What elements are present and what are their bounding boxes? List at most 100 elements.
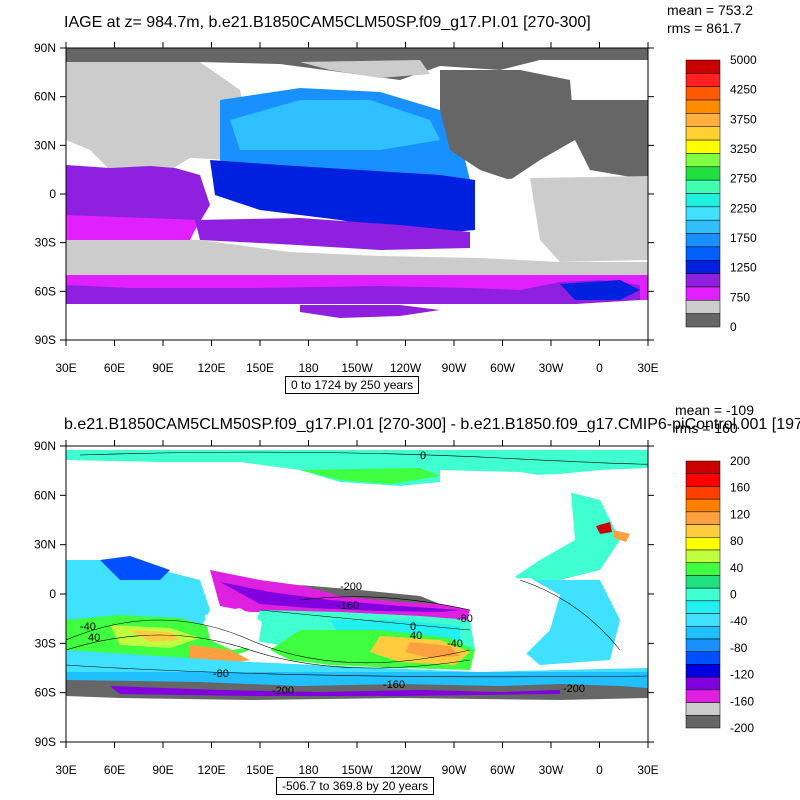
colorbar-swatch bbox=[685, 313, 721, 328]
colorbar-label: 2250 bbox=[730, 201, 757, 215]
colorbar-swatch bbox=[685, 233, 721, 248]
colorbar-swatch bbox=[685, 600, 721, 614]
colorbar-swatch bbox=[685, 702, 721, 716]
colorbar-swatch bbox=[685, 626, 721, 640]
contour-label: -200 bbox=[563, 683, 585, 695]
x-tick-label: 60W bbox=[490, 361, 515, 375]
colorbar-label: -200 bbox=[730, 721, 754, 735]
colorbar-label: 2750 bbox=[730, 172, 757, 186]
x-tick-label: 180 bbox=[298, 361, 318, 375]
x-tick-label: 30W bbox=[539, 361, 564, 375]
y-tick-label: 30N bbox=[34, 538, 56, 552]
colorbar-swatch bbox=[685, 206, 721, 221]
x-tick-label: 180 bbox=[298, 763, 318, 777]
y-tick-label: 90N bbox=[34, 41, 56, 55]
colorbar-swatch bbox=[685, 473, 721, 487]
bottom-arctic bbox=[66, 450, 648, 486]
colorbar-label: 0 bbox=[730, 320, 737, 334]
x-tick-label: 60E bbox=[104, 763, 125, 777]
x-tick-label: 90W bbox=[442, 763, 467, 777]
bottom-colorbar: 200 160 120 80 40 0 -40 -80 -120 -160 -200 bbox=[685, 454, 754, 735]
colorbar-swatch bbox=[685, 273, 721, 288]
colorbar-swatch bbox=[685, 486, 721, 500]
x-tick-label: 90E bbox=[152, 763, 173, 777]
x-tick-label: 60W bbox=[490, 763, 515, 777]
bottom-north-pacific bbox=[205, 560, 470, 600]
colorbar-swatch bbox=[685, 664, 721, 678]
colorbar-swatch bbox=[685, 676, 721, 691]
contour-label: 40 bbox=[88, 632, 100, 644]
bottom-mean-text: mean = -109 bbox=[675, 402, 754, 418]
contour-label: 40 bbox=[410, 630, 422, 642]
colorbar-swatch bbox=[685, 638, 721, 652]
contour-label: -160 bbox=[383, 679, 405, 691]
colorbar-label: 160 bbox=[730, 481, 750, 495]
colorbar-swatch bbox=[685, 73, 721, 87]
top-map-title: IAGE at z= 984.7m, b.e21.B1850CAM5CLM50S… bbox=[64, 14, 591, 31]
colorbar-label: -120 bbox=[730, 668, 754, 682]
colorbar-swatch bbox=[685, 113, 721, 128]
x-tick-label: 30E bbox=[55, 763, 76, 777]
x-tick-label: 90E bbox=[152, 361, 173, 375]
top-range-label: 0 to 1724 by 250 years bbox=[285, 376, 420, 394]
x-tick-label: 120E bbox=[197, 361, 225, 375]
x-tick-label: 120E bbox=[197, 763, 225, 777]
colorbar-swatch bbox=[685, 286, 721, 301]
x-tick-label: 30E bbox=[637, 763, 658, 777]
contour-label: -80 bbox=[213, 668, 229, 680]
bottom-australia bbox=[205, 608, 262, 650]
y-tick-label: 30N bbox=[34, 138, 56, 152]
colorbar-label: 0 bbox=[730, 588, 737, 602]
colorbar-label: 4250 bbox=[730, 83, 757, 97]
colorbar-swatch bbox=[685, 587, 721, 602]
colorbar-swatch bbox=[685, 715, 721, 729]
top-map-axes: 30E 60E 90E 120E 150E 180 150W 120W 90W 60W 30W 0 30… bbox=[34, 41, 659, 375]
x-tick-label: 150W bbox=[341, 763, 373, 777]
x-tick-label: 120W bbox=[390, 763, 422, 777]
colorbar-swatch bbox=[685, 260, 721, 274]
colorbar-swatch bbox=[685, 300, 721, 314]
colorbar-swatch bbox=[685, 59, 721, 74]
colorbar-swatch bbox=[685, 99, 721, 114]
colorbar-label: -160 bbox=[730, 694, 754, 708]
top-mean-text: mean = 753.2 bbox=[667, 2, 754, 18]
top-colorbar: 5000 4250 3750 3250 2750 2250 1750 1250 750 0 bbox=[685, 53, 757, 334]
colorbar-swatch bbox=[685, 193, 721, 208]
x-tick-label: 150W bbox=[341, 361, 373, 375]
bottom-north-america bbox=[440, 470, 575, 580]
contour-label: 0 bbox=[410, 621, 416, 633]
colorbar-swatch bbox=[685, 498, 721, 513]
x-tick-label: 0 bbox=[596, 763, 603, 777]
colorbar-swatch bbox=[685, 153, 721, 168]
colorbar-label: 120 bbox=[730, 507, 750, 521]
bottom-range-label: -506.7 to 369.8 by 20 years bbox=[276, 777, 435, 795]
top-north-america bbox=[440, 70, 575, 180]
bottom-south-america bbox=[478, 578, 560, 680]
colorbar-swatch bbox=[685, 246, 721, 261]
contour-labels: 0 -200 -160 -80 -40 40 -40 40 0 -80 -200… bbox=[80, 450, 585, 697]
bottom-rms-text: rms = 160 bbox=[675, 420, 738, 436]
x-tick-label: 90W bbox=[442, 361, 467, 375]
colorbar-label: 3750 bbox=[730, 112, 757, 126]
colorbar-swatch bbox=[685, 537, 721, 551]
y-tick-label: 90S bbox=[35, 735, 56, 749]
top-southern-ocean-band bbox=[66, 240, 648, 275]
colorbar-swatch bbox=[685, 219, 721, 234]
top-map bbox=[66, 48, 648, 340]
colorbar-swatch bbox=[685, 126, 721, 141]
colorbar-swatch bbox=[685, 613, 721, 627]
y-tick-label: 30S bbox=[35, 636, 56, 650]
x-tick-label: 150E bbox=[246, 763, 274, 777]
colorbar-label: 750 bbox=[730, 290, 750, 304]
y-tick-label: 0 bbox=[49, 187, 56, 201]
y-tick-label: 60N bbox=[34, 488, 56, 502]
bottom-map-title: b.e21.B1850CAM5CLM50SP.f09_g17.PI.01 [27… bbox=[64, 416, 800, 433]
x-tick-label: 120W bbox=[390, 361, 422, 375]
colorbar-swatch bbox=[685, 549, 721, 563]
top-atlantic bbox=[530, 176, 648, 262]
x-tick-label: 60E bbox=[104, 361, 125, 375]
contour-label: -80 bbox=[457, 613, 473, 625]
x-tick-label: 30E bbox=[55, 361, 76, 375]
colorbar-swatch bbox=[685, 511, 721, 525]
